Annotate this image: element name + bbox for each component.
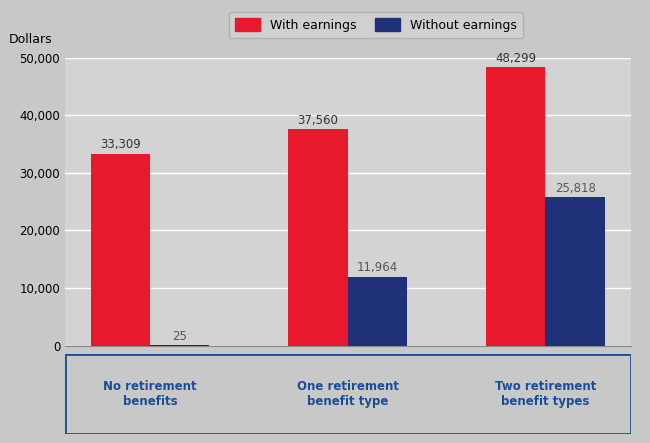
Text: Two retirement
benefit types: Two retirement benefit types [495,380,596,408]
Text: 33,309: 33,309 [100,138,141,152]
Text: One retirement
benefit type: One retirement benefit type [297,380,398,408]
Text: 48,299: 48,299 [495,52,536,65]
Text: 25,818: 25,818 [554,182,595,194]
Bar [289,129,348,346]
Legend: With earnings, Without earnings: With earnings, Without earnings [229,12,523,38]
Bar [545,197,605,346]
Text: No retirement
benefits: No retirement benefits [103,380,197,408]
Text: Dollars: Dollars [8,33,52,46]
Text: 11,964: 11,964 [357,261,398,274]
Bar [91,154,150,346]
Text: 25: 25 [172,330,187,343]
Bar [348,276,407,346]
Text: 37,560: 37,560 [298,114,339,127]
Bar [486,67,545,346]
Bar [65,354,630,434]
